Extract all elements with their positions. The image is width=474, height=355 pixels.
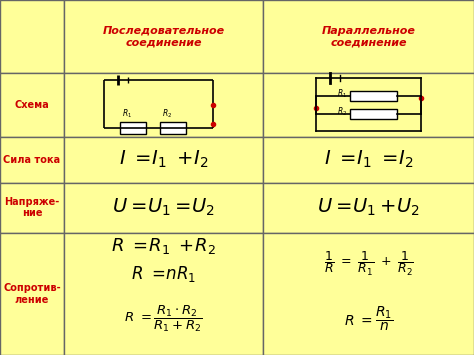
Bar [64, 137, 263, 183]
Text: $U =\!U_1 +\!U_2$: $U =\!U_1 +\!U_2$ [317, 197, 420, 218]
Bar [350, 109, 397, 119]
Bar [263, 233, 474, 355]
Text: $R_2$: $R_2$ [162, 107, 173, 120]
Text: $R\ =\dfrac{R_1 \cdot R_2}{R_1+R_2}$: $R\ =\dfrac{R_1 \cdot R_2}{R_1+R_2}$ [124, 304, 203, 334]
Text: $R_1$: $R_1$ [122, 107, 132, 120]
Text: $R_2$: $R_2$ [337, 105, 347, 118]
Text: Схема: Схема [15, 100, 49, 110]
Bar [263, 0, 474, 73]
Text: Последовательное
соединение: Последовательное соединение [102, 26, 225, 47]
Bar [0, 183, 64, 233]
Bar [263, 137, 474, 183]
Bar [0, 0, 64, 73]
Bar [0, 233, 64, 355]
Text: $\dfrac{1}{R}\ =\ \dfrac{1}{R_1}\ +\ \dfrac{1}{R_2}$: $\dfrac{1}{R}\ =\ \dfrac{1}{R_1}\ +\ \df… [324, 250, 413, 278]
Bar [64, 73, 263, 137]
Bar [0, 137, 64, 183]
Text: Сопротив-
ление: Сопротив- ление [3, 283, 61, 305]
Bar [64, 0, 263, 73]
Text: $I\ =\!I_1\ +\!I_2$: $I\ =\!I_1\ +\!I_2$ [118, 149, 209, 170]
Text: Напряже-
ние: Напряже- ние [4, 197, 60, 218]
Text: $U =\!U_1 =\!U_2$: $U =\!U_1 =\!U_2$ [112, 197, 215, 218]
Text: $I\ =\!I_1\ =\!I_2$: $I\ =\!I_1\ =\!I_2$ [324, 149, 413, 170]
Bar [0, 73, 64, 137]
Text: $R_1$: $R_1$ [337, 88, 347, 100]
Text: $R\ =\!nR_1$: $R\ =\!nR_1$ [131, 264, 196, 284]
Text: Сила тока: Сила тока [3, 155, 61, 165]
Bar [350, 91, 397, 101]
Bar [263, 183, 474, 233]
Bar [64, 183, 263, 233]
Text: $R\ =\!R_1\ +\!R_2$: $R\ =\!R_1\ +\!R_2$ [111, 236, 216, 256]
Bar [160, 121, 186, 134]
Bar [119, 121, 146, 134]
Bar [263, 73, 474, 137]
Text: Параллельное
соединение: Параллельное соединение [321, 26, 416, 47]
Text: $R\ =\dfrac{R_1}{n}$: $R\ =\dfrac{R_1}{n}$ [344, 304, 393, 333]
Bar [64, 233, 263, 355]
